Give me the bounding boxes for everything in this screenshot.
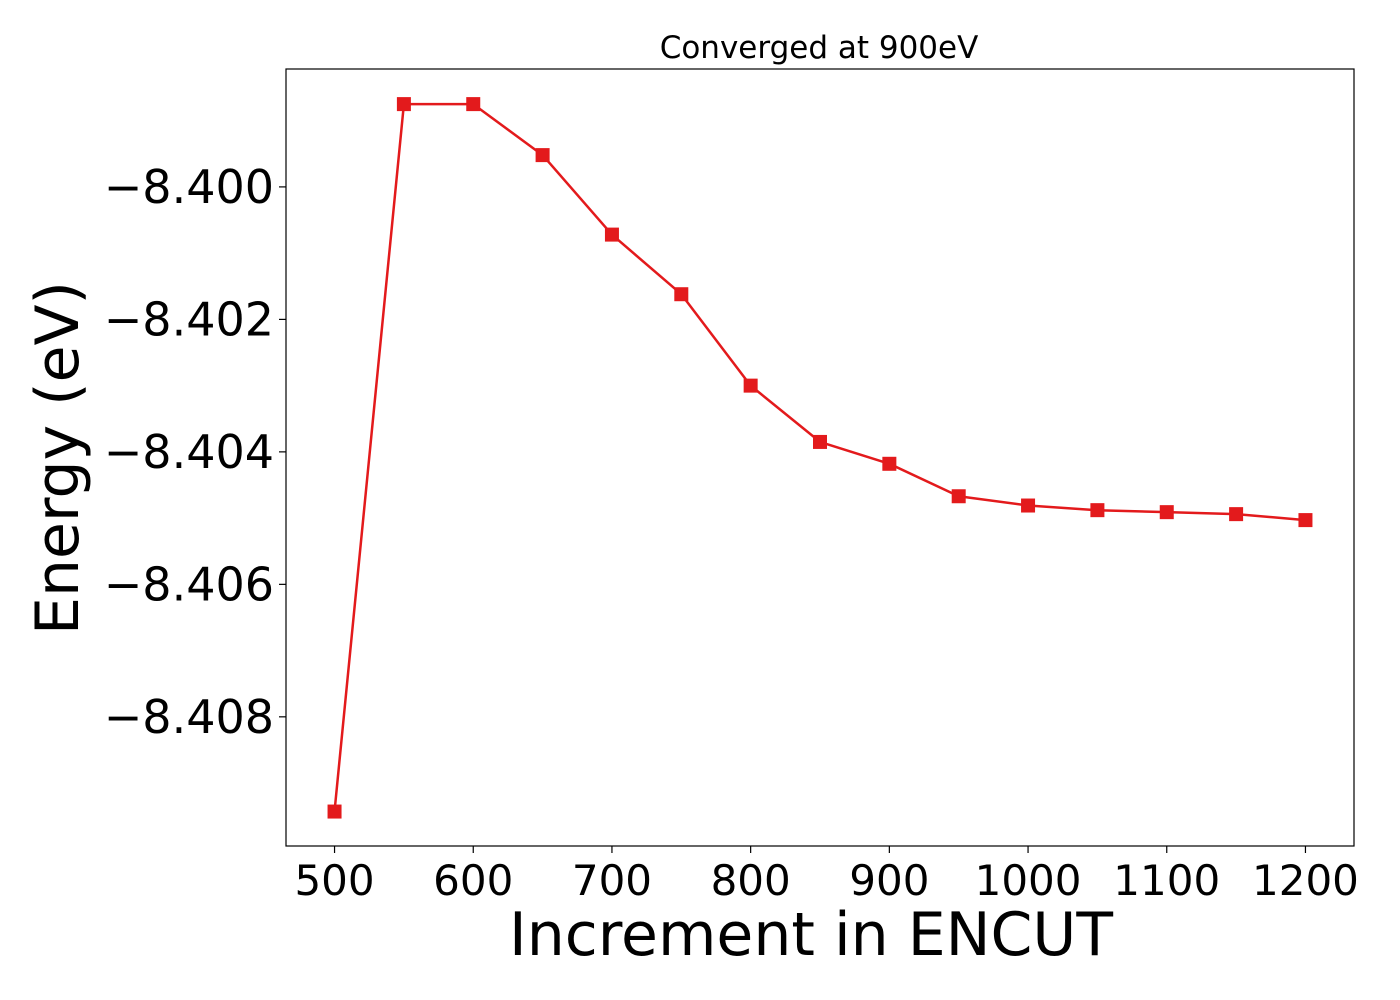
data-point [466, 97, 481, 112]
x-tick-label: 800 [711, 856, 791, 905]
x-tick-label: 600 [433, 856, 513, 905]
y-axis-label: Energy (eV) [23, 281, 93, 635]
chart-title: Converged at 900eV [660, 30, 979, 66]
x-tick-label: 700 [572, 856, 652, 905]
data-point [327, 804, 342, 819]
y-axis: −8.400 −8.402 −8.404 −8.406 −8.408 [104, 160, 286, 744]
plot-frame [285, 68, 1355, 847]
y-tick-label: −8.402 [104, 292, 274, 346]
data-point [1298, 513, 1313, 528]
x-tick-label: 900 [849, 856, 929, 905]
x-tick-label: 1200 [1252, 856, 1359, 905]
data-point [951, 489, 966, 504]
y-tick-label: −8.400 [104, 160, 274, 214]
series-layer [327, 97, 1313, 819]
plot-area [285, 68, 1355, 847]
data-point [396, 97, 411, 112]
x-axis: 500 600 700 800 900 1000 1100 1200 [294, 846, 1359, 905]
data-point [604, 227, 619, 242]
y-tick-label: −8.404 [104, 425, 274, 479]
x-tick-label: 500 [294, 856, 374, 905]
data-point [1229, 507, 1244, 522]
data-point [1159, 505, 1174, 520]
data-point [535, 148, 550, 163]
x-axis-label: Increment in ENCUT [509, 900, 1113, 970]
x-tick-label: 1100 [1113, 856, 1220, 905]
data-point [1021, 498, 1036, 513]
data-point [743, 378, 758, 393]
y-tick-label: −8.406 [104, 557, 274, 611]
x-tick-label: 1000 [975, 856, 1082, 905]
y-tick-label: −8.408 [104, 690, 274, 744]
data-point [813, 434, 827, 449]
data-point [674, 287, 689, 302]
data-point [882, 456, 897, 471]
data-point [1090, 503, 1105, 518]
